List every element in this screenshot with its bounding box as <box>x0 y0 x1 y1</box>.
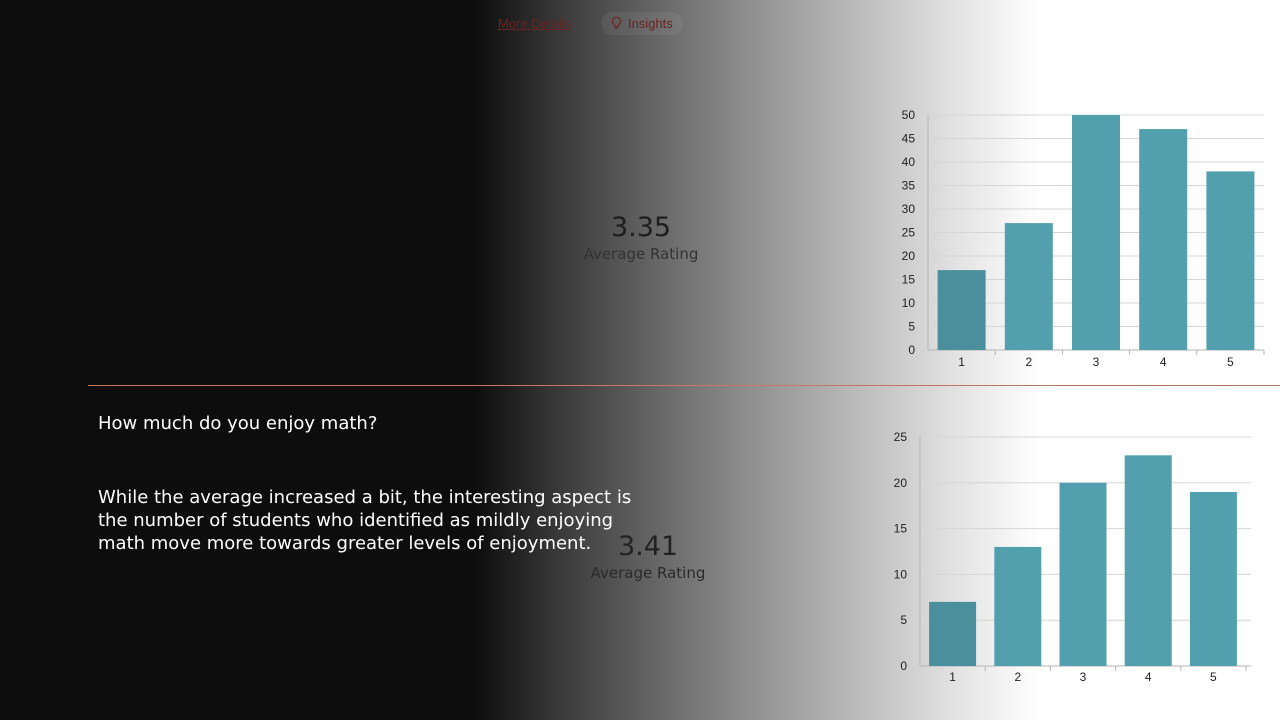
header-links: More Details Insights <box>498 10 683 36</box>
x-tick-label: 2 <box>1025 355 1032 369</box>
y-tick-label: 25 <box>894 430 908 444</box>
average-value-after: 3.41 <box>617 531 679 562</box>
y-tick-label: 15 <box>894 522 908 536</box>
bar <box>929 601 977 666</box>
bar <box>1139 129 1188 350</box>
survey-question: How much do you enjoy math? <box>98 413 378 434</box>
y-tick-label: 20 <box>902 249 916 263</box>
average-label-after: Average Rating <box>590 564 706 582</box>
lightbulb-icon <box>610 16 623 30</box>
average-value-before: 3.35 <box>610 212 672 243</box>
bar <box>994 546 1042 666</box>
insights-label: Insights <box>627 15 673 31</box>
y-tick-label: 0 <box>908 343 915 357</box>
x-tick-label: 1 <box>958 355 965 369</box>
x-tick-label: 5 <box>1227 355 1234 369</box>
x-tick-label: 3 <box>1080 670 1087 684</box>
y-tick-label: 20 <box>894 476 908 490</box>
y-tick-label: 35 <box>902 179 916 193</box>
y-tick-label: 10 <box>894 567 908 581</box>
insight-text: While the average increased a bit, the i… <box>98 487 632 554</box>
bar <box>1072 115 1120 350</box>
y-tick-label: 50 <box>902 108 916 122</box>
x-tick-label: 4 <box>1145 670 1152 684</box>
y-tick-label: 10 <box>902 296 916 310</box>
y-tick-label: 5 <box>900 613 907 627</box>
y-tick-label: 30 <box>902 202 916 216</box>
x-tick-label: 2 <box>1014 670 1021 684</box>
insights-button[interactable]: Insights <box>600 11 683 35</box>
y-tick-label: 45 <box>902 132 916 146</box>
bar <box>1206 171 1255 350</box>
bar <box>937 270 986 350</box>
y-tick-label: 40 <box>902 155 916 169</box>
y-tick-label: 25 <box>902 226 916 240</box>
x-tick-label: 4 <box>1160 355 1167 369</box>
average-rating-after: 3.41 Average Rating <box>548 531 748 583</box>
bar-chart-after: 0 5 10 15 20 25 1 2 3 4 5 <box>894 430 1251 684</box>
more-details-link[interactable]: More Details <box>498 15 571 31</box>
section-divider <box>88 385 1280 386</box>
y-tick-label: 0 <box>900 659 907 673</box>
y-tick-label: 15 <box>902 273 916 287</box>
bar <box>1189 491 1237 666</box>
bar <box>1059 482 1107 666</box>
bar <box>1124 455 1172 666</box>
average-rating-before: 3.35 Average Rating <box>541 212 741 264</box>
bar <box>1004 223 1053 350</box>
average-label-before: Average Rating <box>583 245 699 263</box>
x-tick-label: 5 <box>1210 670 1217 684</box>
y-tick-label: 5 <box>908 320 915 334</box>
x-tick-label: 1 <box>949 670 956 684</box>
x-tick-label: 3 <box>1093 355 1100 369</box>
